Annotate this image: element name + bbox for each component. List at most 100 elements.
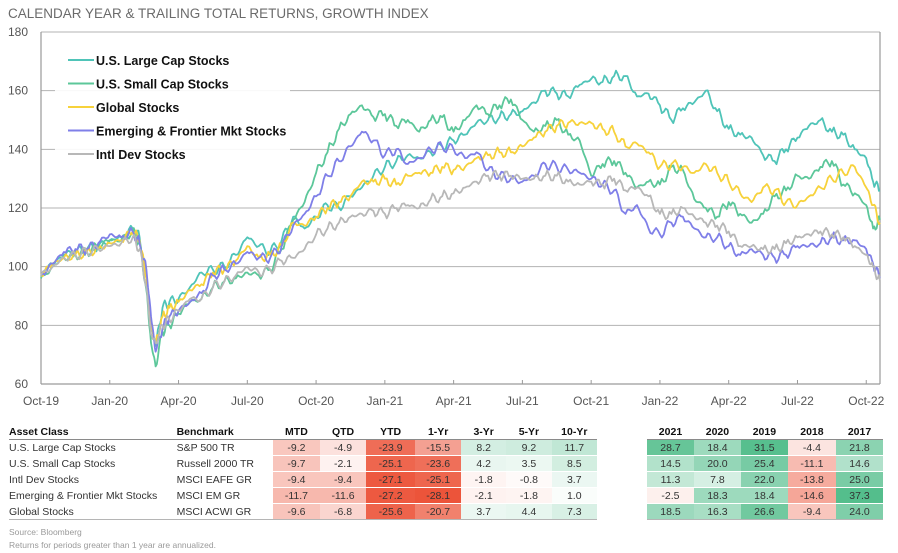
- asset-class-cell: U.S. Large Cap Stocks: [9, 439, 177, 456]
- return-cell: 25.4: [740, 455, 788, 472]
- x-tick-label: Jul-21: [506, 394, 539, 408]
- column-header: QTD: [320, 425, 366, 440]
- return-cell: -9.2: [272, 439, 321, 456]
- column-header: 2019: [740, 425, 788, 440]
- return-cell: -27.1: [365, 471, 416, 488]
- table-row: 14.5 20.0 25.4 -11.1 14.6: [647, 455, 883, 472]
- table-row: 28.7 18.4 31.5 -4.4 21.8: [647, 439, 883, 456]
- column-header: 2020: [693, 425, 741, 440]
- table-row: U.S. Small Cap Stocks Russell 2000 TR -9.7…: [9, 455, 597, 472]
- x-tick-label: Oct-22: [848, 394, 884, 408]
- series-line-intl-dev-stocks: [40, 169, 881, 345]
- return-cell: -1.8: [461, 471, 507, 488]
- return-cell: -4.4: [787, 439, 836, 456]
- y-tick-label: 80: [15, 318, 29, 332]
- y-tick-label: 100: [8, 260, 28, 274]
- return-cell: -9.4: [320, 471, 366, 488]
- legend-label: Global Stocks: [96, 101, 179, 115]
- y-tick-label: 180: [8, 25, 28, 39]
- column-header: 3-Yr: [461, 425, 507, 440]
- return-cell: -27.2: [365, 487, 416, 504]
- column-header: 5-Yr: [506, 425, 552, 440]
- return-cell: 14.6: [835, 455, 883, 472]
- benchmark-cell: Russell 2000 TR: [176, 455, 273, 472]
- return-cell: 28.7: [647, 439, 694, 456]
- x-tick-label: Apr-21: [436, 394, 472, 408]
- return-cell: 9.2: [506, 439, 552, 456]
- return-cell: 8.2: [461, 439, 507, 456]
- x-tick-label: Oct-19: [23, 394, 59, 408]
- table-row: Emerging & Frontier Mkt Stocks MSCI EM GR…: [9, 487, 597, 504]
- return-cell: -23.6: [415, 455, 462, 472]
- x-tick-label: Oct-21: [573, 394, 609, 408]
- return-cell: 3.7: [551, 471, 597, 488]
- table-row: 11.3 7.8 22.0 -13.8 25.0: [647, 471, 883, 488]
- return-cell: -11.6: [320, 487, 366, 504]
- return-cell: -23.9: [365, 439, 416, 456]
- return-cell: 4.2: [461, 455, 507, 472]
- benchmark-cell: MSCI ACWI GR: [176, 503, 273, 520]
- return-cell: -25.1: [415, 471, 462, 488]
- return-cell: 7.8: [693, 471, 741, 488]
- x-tick-label: Jan-20: [91, 394, 128, 408]
- return-cell: -9.6: [272, 503, 321, 520]
- return-cell: -9.7: [272, 455, 321, 472]
- return-cell: 4.4: [506, 503, 552, 520]
- return-cell: -6.8: [320, 503, 366, 520]
- column-header: 2017: [835, 425, 883, 440]
- return-cell: -11.1: [787, 455, 836, 472]
- table-row: U.S. Large Cap Stocks S&P 500 TR -9.2 -4.9-…: [9, 439, 597, 456]
- return-cell: 37.3: [835, 487, 883, 504]
- table-row: Intl Dev Stocks MSCI EAFE GR -9.4 -9.4 -27.1…: [9, 471, 597, 488]
- return-cell: -11.7: [272, 487, 321, 504]
- column-header: Asset Class: [9, 425, 177, 440]
- benchmark-cell: S&P 500 TR: [176, 439, 273, 456]
- return-cell: -0.8: [506, 471, 552, 488]
- legend-label: U.S. Large Cap Stocks: [96, 54, 229, 68]
- return-cell: -2.1: [320, 455, 366, 472]
- column-header: 2021: [647, 425, 694, 440]
- column-header: 2018: [787, 425, 836, 440]
- return-cell: 31.5: [740, 439, 788, 456]
- return-cell: 14.5: [647, 455, 694, 472]
- returns-table-calendar: 2021 2020 2019 2018 2017 28.7 18.4 31.5 -4.4 21.…: [647, 425, 883, 520]
- return-cell: 24.0: [835, 503, 883, 520]
- y-tick-label: 140: [8, 142, 28, 156]
- return-cell: -4.9: [320, 439, 366, 456]
- return-cell: 20.0: [693, 455, 741, 472]
- x-tick-label: Jul-22: [781, 394, 814, 408]
- annualized-note: Returns for periods greater than 1 year …: [9, 540, 216, 550]
- return-cell: -2.1: [461, 487, 507, 504]
- return-cell: 8.5: [551, 455, 597, 472]
- return-cell: 18.4: [693, 439, 741, 456]
- series-line-emerging-frontier-mkt-stocks: [40, 130, 881, 353]
- return-cell: 7.3: [551, 503, 597, 520]
- x-tick-label: Apr-20: [161, 394, 197, 408]
- return-cell: 1.0: [551, 487, 597, 504]
- return-cell: -9.4: [787, 503, 836, 520]
- benchmark-cell: MSCI EM GR: [176, 487, 273, 504]
- series-line-global-stocks: [40, 118, 881, 344]
- x-tick-label: Jan-21: [367, 394, 404, 408]
- asset-class-cell: Global Stocks: [9, 503, 177, 520]
- return-cell: -14.6: [787, 487, 836, 504]
- line-chart: 60 80 100 120 140 160 180 Oct-19 Jan-20 Apr-20 Jul…: [8, 25, 885, 408]
- y-tick-label: 160: [8, 84, 28, 98]
- return-cell: 18.4: [740, 487, 788, 504]
- asset-class-cell: Intl Dev Stocks: [9, 471, 177, 488]
- return-cell: 18.5: [647, 503, 694, 520]
- returns-table-trailing: Asset Class Benchmark MTD QTD YTD 1-Yr 3-Yr 5-Y…: [9, 425, 597, 520]
- legend-label: Intl Dev Stocks: [96, 148, 186, 162]
- return-cell: 3.5: [506, 455, 552, 472]
- return-cell: -9.4: [272, 471, 321, 488]
- x-tick-label: Jul-20: [231, 394, 264, 408]
- return-cell: -1.8: [506, 487, 552, 504]
- return-cell: 26.6: [740, 503, 788, 520]
- return-cell: -28.1: [415, 487, 462, 504]
- chart-title: CALENDAR YEAR & TRAILING TOTAL RETURNS, …: [8, 6, 429, 21]
- column-header: MTD: [272, 425, 321, 440]
- legend-label: Emerging & Frontier Mkt Stocks: [96, 125, 286, 139]
- table-row: Global Stocks MSCI ACWI GR -9.6 -6.8 -25.6 -2…: [9, 503, 597, 520]
- legend-background: [55, 42, 290, 167]
- column-header: 1-Yr: [415, 425, 462, 440]
